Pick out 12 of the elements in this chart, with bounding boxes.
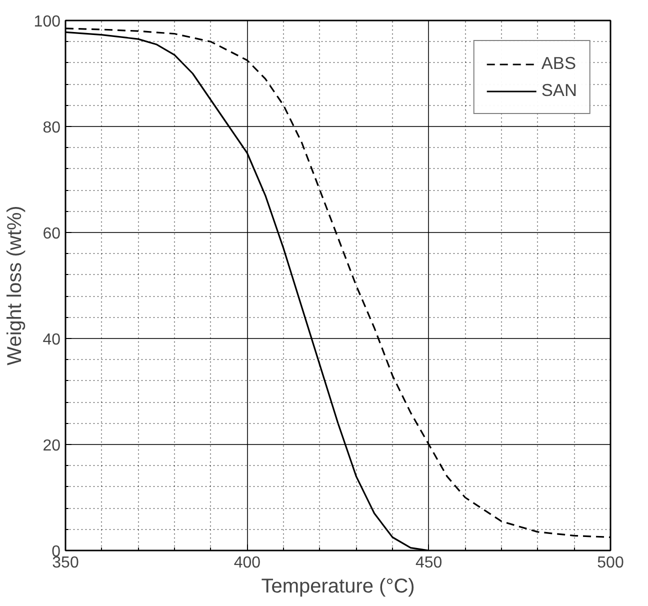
y-tick-label: 20: [42, 438, 61, 454]
x-tick-label: 500: [597, 554, 624, 572]
y-tick-label: 40: [42, 332, 61, 348]
legend-label: ABS: [541, 53, 576, 74]
y-axis-title: Weight loss (wt%): [4, 206, 26, 366]
x-tick-label: 450: [415, 554, 442, 572]
y-tick-label: 100: [34, 14, 61, 30]
y-tick-label: 80: [42, 120, 61, 136]
x-tick-label: 400: [234, 554, 261, 572]
x-axis-title: Temperature (°C): [261, 576, 415, 598]
legend-label: SAN: [541, 80, 577, 101]
y-tick-label: 60: [42, 226, 61, 242]
